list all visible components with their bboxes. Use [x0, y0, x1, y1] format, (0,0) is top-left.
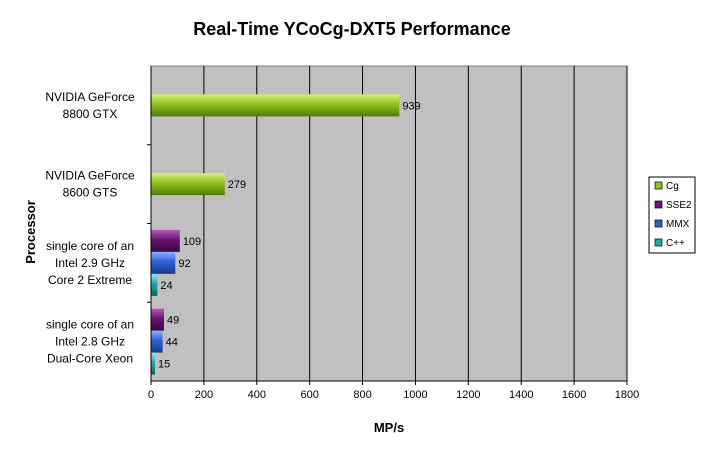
category-label: 8600 GTS	[63, 186, 118, 200]
data-label: 49	[167, 315, 179, 327]
legend-swatch	[654, 181, 663, 190]
data-label: 44	[166, 337, 178, 349]
bar-cpp	[151, 352, 155, 375]
x-axis-title: MP/s	[374, 420, 404, 435]
category-label: Intel 2.9 GHz	[55, 256, 125, 270]
bar-mmx	[151, 251, 176, 274]
data-label: 92	[178, 258, 190, 270]
x-tick-label: 1800	[615, 389, 639, 401]
x-axis-ticks: 0 200 400 600 800 1000 1200 1400 1600 1800	[147, 144, 639, 401]
category-labels: NVIDIA GeForce 8800 GTX NVIDIA GeForce 8600…	[45, 90, 135, 366]
bar-cg	[151, 173, 225, 196]
category-label: Intel 2.8 GHz	[55, 335, 125, 349]
plot-area	[150, 65, 628, 382]
x-tick-label: 1400	[509, 389, 533, 401]
legend-swatch	[654, 238, 663, 247]
bar-cg	[151, 94, 400, 117]
x-tick-label: 1600	[562, 389, 586, 401]
y-axis-title: Processor	[23, 200, 38, 264]
gridlines	[203, 66, 628, 381]
legend-label: SSE2	[666, 200, 692, 211]
legend-swatch	[654, 219, 663, 228]
data-label: 939	[402, 100, 420, 112]
x-tick-label: 400	[248, 389, 266, 401]
data-label: 109	[183, 236, 201, 248]
bar-sse2	[151, 308, 164, 331]
category-label: NVIDIA GeForce	[45, 90, 135, 104]
chart-title: Real-Time YCoCg-DXT5 Performance	[193, 19, 510, 39]
data-label: 15	[158, 359, 170, 371]
legend-label: Cg	[666, 181, 679, 192]
legend: Cg SSE2 MMX C++	[648, 176, 696, 254]
data-label: 24	[160, 280, 172, 292]
category-label: single core of an	[46, 239, 134, 253]
bars	[151, 94, 400, 375]
legend-label: C++	[666, 238, 685, 249]
bar-sse2	[151, 229, 180, 252]
data-labels: 939 279 109 92 24 49 44 15	[158, 100, 421, 370]
x-tick-label: 0	[148, 389, 154, 401]
category-label: Core 2 Extreme	[48, 273, 132, 287]
category-label: 8800 GTX	[63, 107, 118, 121]
category-label: single core of an	[46, 318, 134, 332]
bar-cpp	[151, 273, 158, 296]
data-label: 279	[228, 179, 246, 191]
x-tick-label: 1200	[456, 389, 480, 401]
x-tick-label: 600	[300, 389, 318, 401]
x-tick-label: 1000	[403, 389, 427, 401]
legend-swatch	[654, 200, 663, 209]
category-label: NVIDIA GeForce	[45, 169, 135, 183]
bar-mmx	[151, 330, 163, 353]
x-tick-label: 200	[195, 389, 213, 401]
category-label: Dual-Core Xeon	[47, 352, 133, 366]
x-tick-label: 800	[353, 389, 371, 401]
legend-label: MMX	[666, 219, 690, 230]
